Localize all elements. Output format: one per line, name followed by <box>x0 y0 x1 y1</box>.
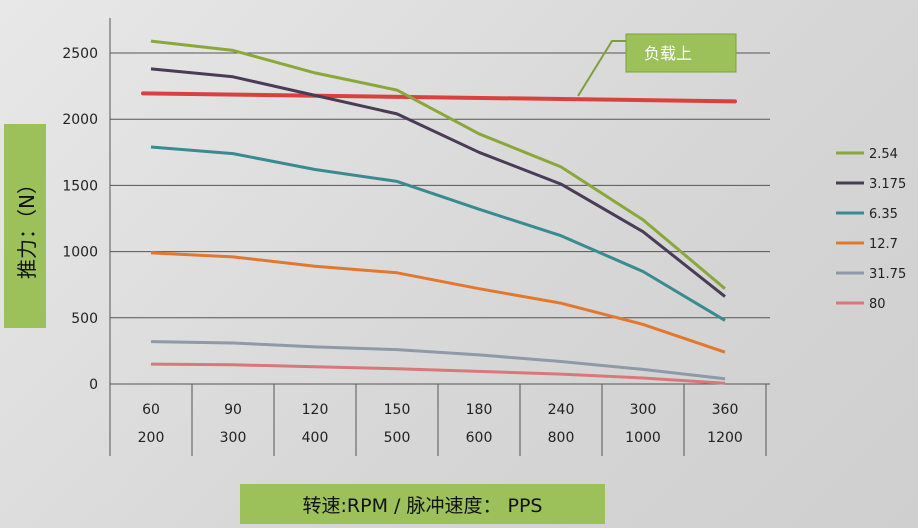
legend: 2.54 3.175 6.35 12.7 31.75 80 <box>836 147 906 312</box>
series-lines <box>150 39 726 385</box>
series-line-80 <box>150 362 726 385</box>
category-table: 60 200 90 300 120 400 150 500 180 600 240 800 300 100… <box>109 383 767 456</box>
annotation-leader <box>577 40 628 97</box>
y-tick-1000: 1000 <box>62 245 98 261</box>
annotation-box <box>625 33 737 73</box>
x-category-rpm-180: 180 <box>466 402 493 418</box>
annotation-group: 负载上 <box>577 33 737 97</box>
x-category-rpm-240: 240 <box>548 402 575 418</box>
x-category-pps-1000: 1000 <box>625 430 661 446</box>
y-tick-1500: 1500 <box>62 178 98 194</box>
y-tick-2500: 2500 <box>62 46 98 62</box>
legend-label-80: 80 <box>869 297 886 312</box>
x-category-pps-600: 600 <box>466 430 493 446</box>
x-category-pps-400: 400 <box>302 430 329 446</box>
x-category-rpm-300: 300 <box>630 402 657 418</box>
series-line-2.54 <box>150 39 726 290</box>
legend-label-6.35: 6.35 <box>869 207 898 222</box>
x-category-rpm-90: 90 <box>224 402 242 418</box>
annotation-text: 负载上 <box>644 44 692 63</box>
x-category-pps-200: 200 <box>138 430 165 446</box>
legend-label-2.54: 2.54 <box>869 147 898 162</box>
series-line-3.175 <box>150 67 726 298</box>
y-tick-2000: 2000 <box>62 112 98 128</box>
x-category-pps-300: 300 <box>220 430 247 446</box>
reference-line <box>141 91 737 104</box>
legend-label-3.175: 3.175 <box>869 177 906 192</box>
x-category-rpm-120: 120 <box>302 402 329 418</box>
series-line-12.7 <box>150 251 726 354</box>
y-tick-0: 0 <box>89 377 98 393</box>
x-category-pps-500: 500 <box>384 430 411 446</box>
x-category-pps-800: 800 <box>548 430 575 446</box>
x-category-rpm-150: 150 <box>384 402 411 418</box>
y-tick-500: 500 <box>71 311 98 327</box>
x-category-rpm-360: 360 <box>712 402 739 418</box>
y-axis-label: 推力：（N） <box>4 124 46 328</box>
reference-line-group <box>141 91 737 104</box>
y-axis-ticks: 0 500 1000 1500 2000 2500 <box>62 46 98 393</box>
x-category-pps-1200: 1200 <box>707 430 743 446</box>
legend-label-31.75: 31.75 <box>869 267 906 282</box>
series-line-6.35 <box>150 145 726 322</box>
x-category-rpm-60: 60 <box>142 402 160 418</box>
x-axis-label: 转速:RPM / 脉冲速度： PPS <box>240 484 605 524</box>
series-line-31.75 <box>150 340 726 381</box>
legend-label-12.7: 12.7 <box>869 237 898 252</box>
grid-lines <box>109 18 770 385</box>
